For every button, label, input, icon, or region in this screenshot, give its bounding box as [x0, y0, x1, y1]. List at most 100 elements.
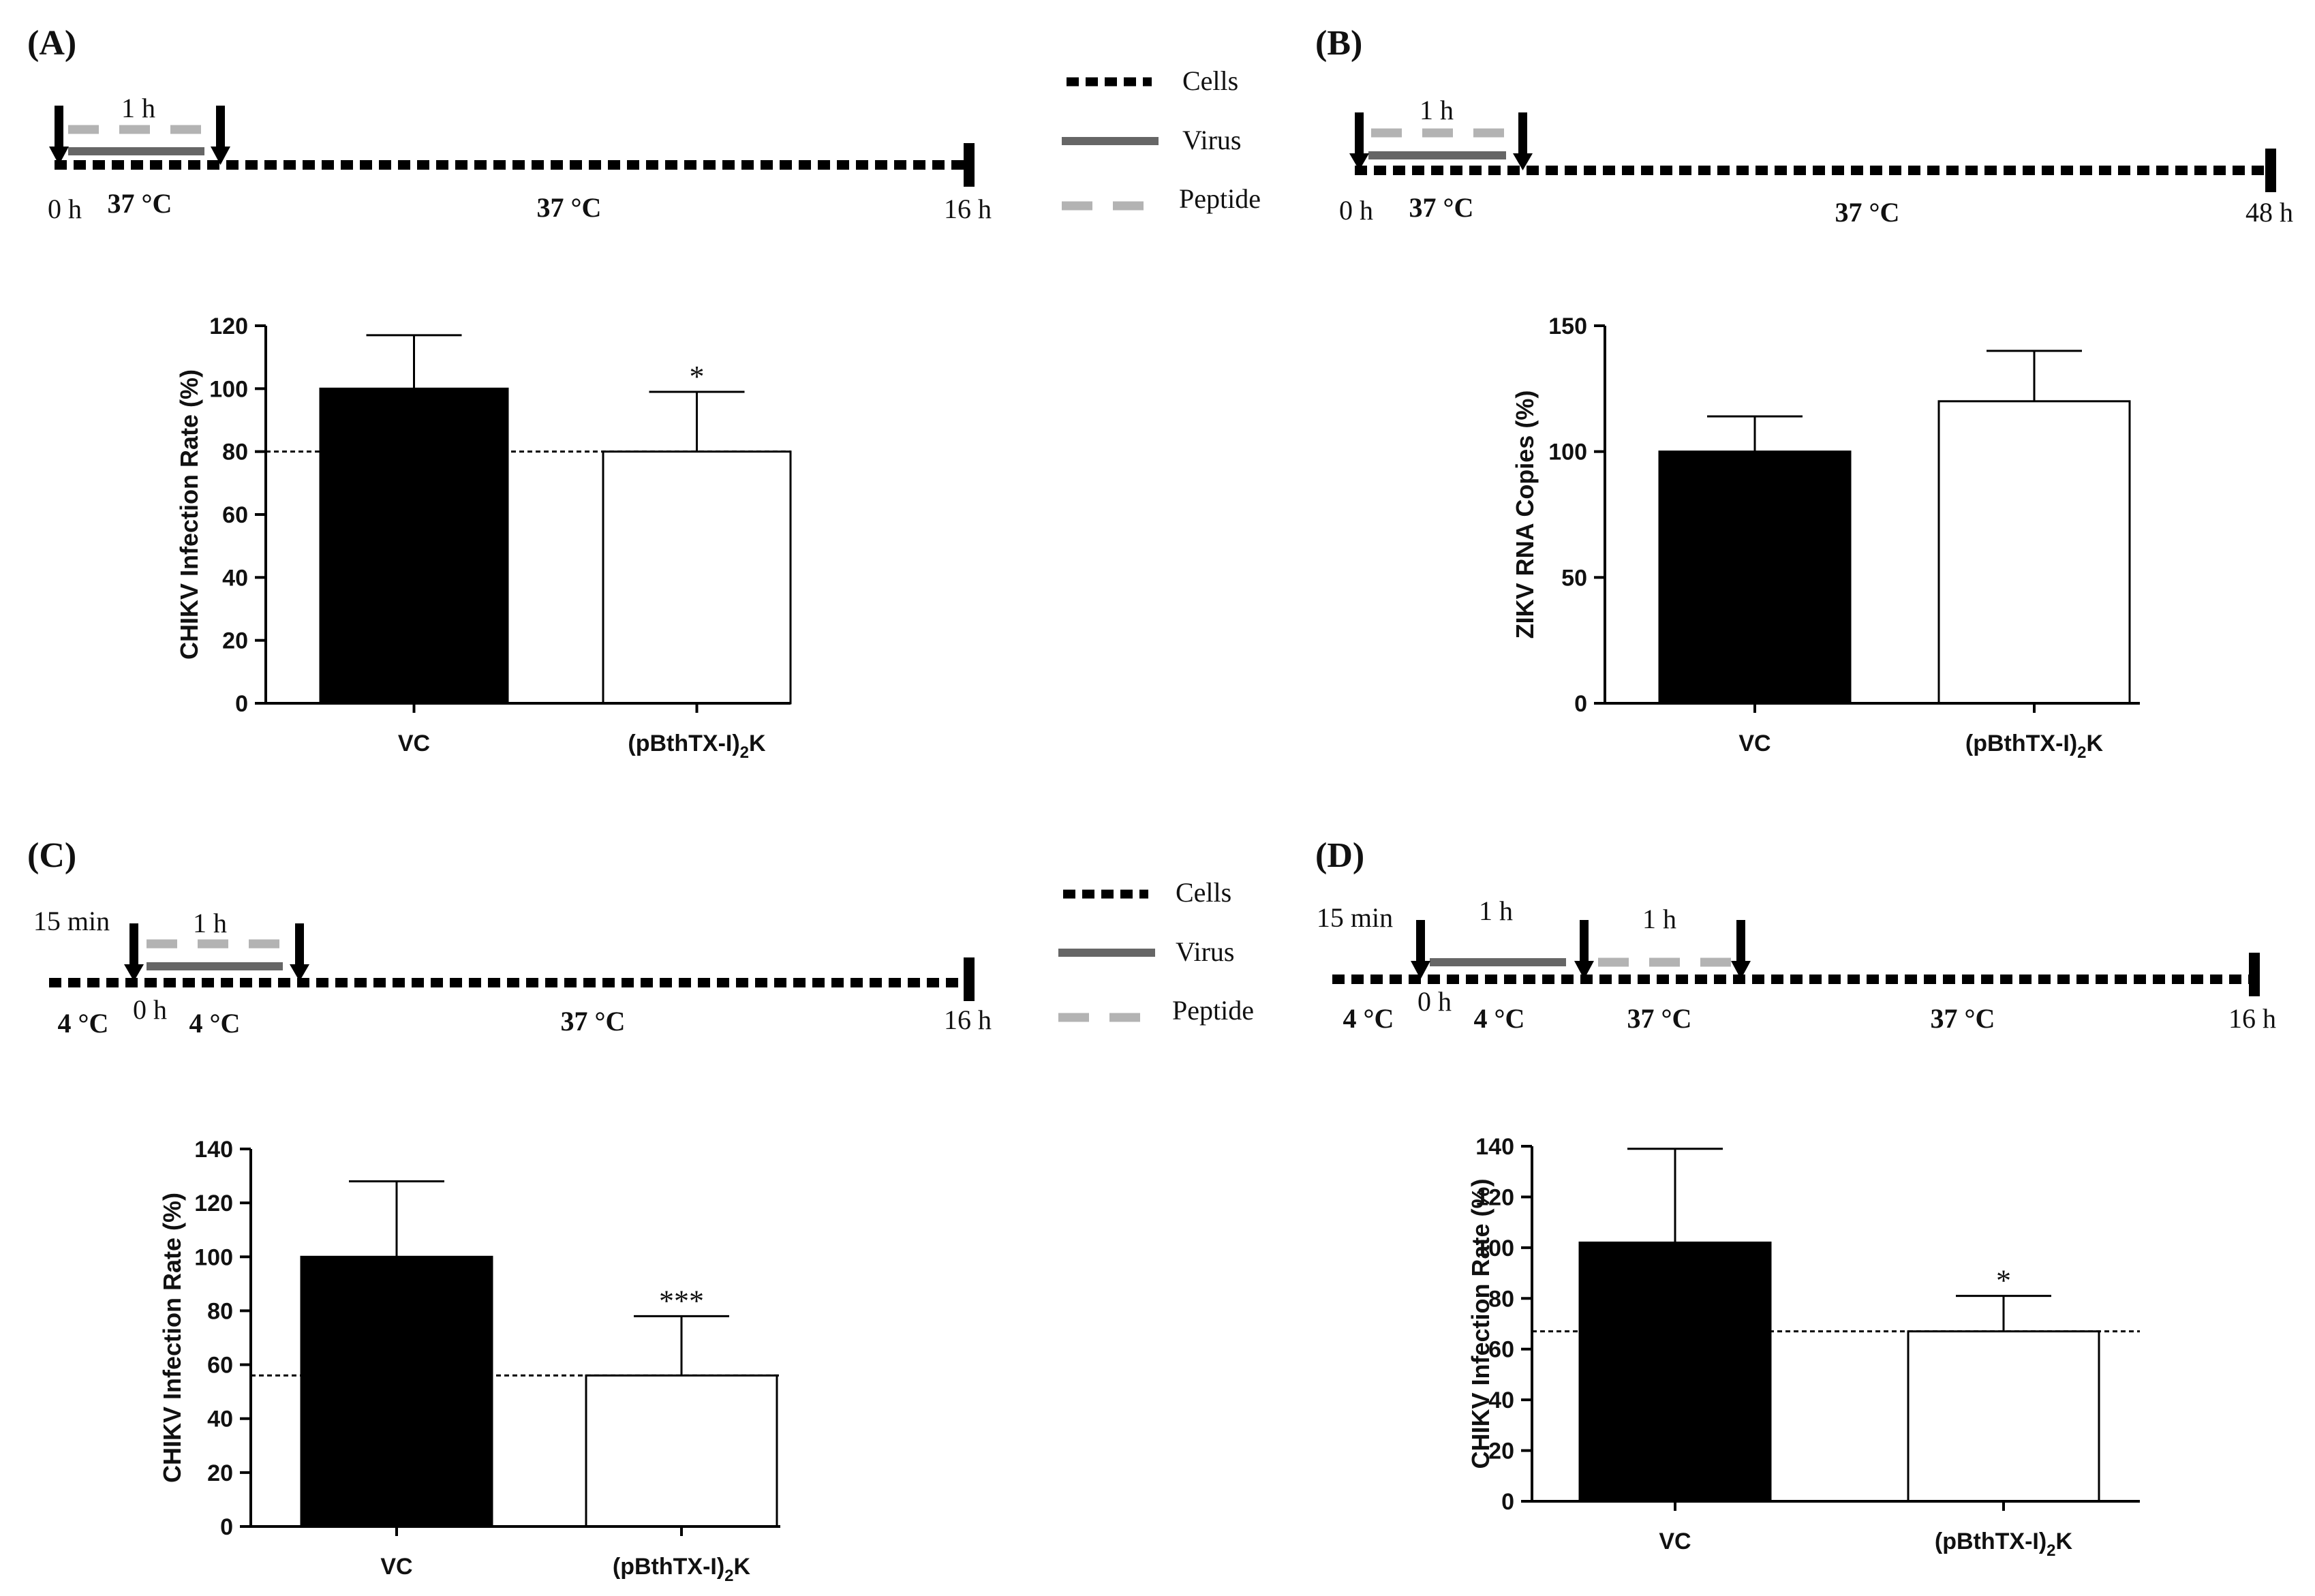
start-temp-label: 37 °C	[1409, 192, 1474, 223]
bar	[1937, 400, 2131, 705]
pre-temp-label: 4 °C	[1343, 1003, 1394, 1034]
end-marker	[2249, 953, 2260, 996]
arrow-down-icon	[1731, 920, 1751, 979]
y-tick-label: 20	[207, 1460, 233, 1486]
legend-peptide-label: Peptide	[1172, 995, 1254, 1026]
significance-marker: *	[1996, 1264, 2011, 1298]
y-tick-label: 80	[222, 440, 248, 465]
significance-marker: ***	[659, 1284, 704, 1317]
y-tick-label: 150	[1548, 313, 1587, 339]
end-time-label: 16 h	[944, 194, 992, 224]
y-tick-label: 120	[209, 313, 248, 339]
y-tick-label: 100	[209, 376, 248, 402]
y-tick-label: 100	[1548, 440, 1587, 465]
mid-temp-label: 37 °C	[561, 1006, 626, 1037]
arrow-down-icon	[1513, 112, 1533, 170]
bar	[1907, 1330, 2100, 1503]
start-time-label: 0 h	[133, 994, 167, 1025]
legend-cells-label: Cells	[1182, 65, 1238, 96]
bar-chart-a: VC * (pBthTX-I)2K 0 20 40 60 80 100 120 CHIKV Infe…	[175, 313, 792, 762]
pre-incubation-label: 15 min	[1317, 902, 1393, 933]
y-tick-label: 50	[1561, 565, 1587, 591]
y-tick-label: 0	[235, 691, 248, 717]
panel-label-a: (A)	[27, 24, 76, 63]
legend-virus-label: Virus	[1182, 125, 1241, 155]
timeline-a: 1 h 0 h 37 °C 37 °C 16 h	[48, 93, 992, 224]
y-tick-label: 0	[1501, 1489, 1514, 1515]
bar-chart-c: VC *** (pBthTX-I)2K 0 20 40 60 80 100 120 140 CHIKV…	[158, 1137, 780, 1585]
panel-label-c: (C)	[27, 836, 76, 875]
start-temp-label: 4 °C	[189, 1008, 241, 1039]
y-tick-label: 60	[222, 502, 248, 528]
y-tick-label: 140	[1475, 1134, 1514, 1160]
mid-temp-label: 37 °C	[1835, 197, 1900, 228]
y-tick-label: 60	[1488, 1337, 1514, 1363]
duration-label: 1 h	[1420, 95, 1454, 125]
legend-peptide-label: Peptide	[1179, 183, 1261, 214]
bar	[602, 450, 792, 705]
legend-cells-label: Cells	[1176, 877, 1231, 908]
y-axis-label: CHIKV Infection Rate (%)	[175, 369, 203, 660]
arrow-down-icon	[211, 106, 230, 165]
significance-marker: *	[690, 360, 705, 393]
y-axis-label: CHIKV Infection Rate (%)	[158, 1193, 186, 1483]
start-time-label: 0 h	[1417, 986, 1452, 1017]
pre-incubation-label: 15 min	[33, 906, 110, 936]
y-tick-label: 0	[1574, 691, 1587, 717]
bar	[1578, 1241, 1772, 1503]
bar-chart-b: VC (pBthTX-I)2K 0 50 100 150 ZIKV RNA Copies (…	[1511, 313, 2140, 762]
timeline-d: 15 min 1 h 1 h 4 °C 0 h 4 °C 37 °C 37 °C…	[1317, 895, 2276, 1034]
timeline-c: 15 min 1 h 4 °C 0 h 4 °C 37 °C 16 h	[33, 906, 992, 1039]
y-tick-label: 80	[207, 1298, 233, 1324]
panel-label-d: (D)	[1315, 836, 1364, 875]
timeline-b: 1 h 0 h 37 °C 37 °C 48 h	[1339, 95, 2293, 228]
y-axis-label: CHIKV Infection Rate (%)	[1467, 1178, 1494, 1469]
y-tick-label: 120	[194, 1191, 233, 1216]
end-marker	[964, 957, 975, 1001]
y-tick-label: 60	[207, 1353, 233, 1379]
y-tick-label: 20	[222, 628, 248, 654]
y-axis-label: ZIKV RNA Copies (%)	[1511, 390, 1539, 639]
arrow-down-icon	[49, 106, 69, 165]
mid-temp-label: 37 °C	[537, 192, 602, 223]
y-tick-label: 100	[1475, 1236, 1514, 1261]
category-label: VC	[398, 731, 430, 756]
arrow-down-icon	[1574, 920, 1594, 979]
arrow-down-icon	[1411, 920, 1430, 979]
step2-temp-label: 37 °C	[1627, 1003, 1692, 1034]
end-marker	[964, 143, 975, 187]
arrow-down-icon	[290, 923, 309, 981]
panel-label-b: (B)	[1315, 24, 1362, 63]
duration-label-peptide: 1 h	[1642, 904, 1676, 934]
duration-label-virus: 1 h	[1479, 895, 1513, 926]
mid-temp-label: 37 °C	[1931, 1003, 1995, 1034]
category-label: (pBthTX-I)2K	[1935, 1529, 2073, 1560]
category-label: VC	[1738, 731, 1770, 756]
duration-label: 1 h	[193, 908, 227, 938]
bar	[319, 387, 509, 705]
bar-chart-d: VC * (pBthTX-I)2K 0 20 40 60 80 100 120 140 CHIKV I…	[1467, 1134, 2140, 1560]
category-label: (pBthTX-I)2K	[1965, 731, 2104, 762]
y-tick-label: 140	[194, 1137, 233, 1163]
pre-temp-label: 4 °C	[58, 1008, 109, 1039]
y-tick-label: 40	[222, 565, 248, 591]
bar	[585, 1374, 778, 1528]
category-label: VC	[1659, 1529, 1691, 1554]
legend-virus-label: Virus	[1176, 936, 1234, 967]
bar	[300, 1255, 493, 1528]
y-tick-label: 20	[1488, 1439, 1514, 1464]
end-time-label: 16 h	[2228, 1003, 2276, 1034]
bar	[1658, 450, 1852, 705]
end-time-label: 48 h	[2245, 197, 2293, 228]
y-tick-label: 40	[1488, 1387, 1514, 1413]
start-temp-label: 37 °C	[108, 188, 172, 219]
start-temp-label: 4 °C	[1474, 1003, 1525, 1034]
duration-label: 1 h	[121, 93, 155, 123]
y-tick-label: 80	[1488, 1286, 1514, 1312]
category-label: (pBthTX-I)2K	[628, 731, 766, 762]
category-label: VC	[380, 1554, 412, 1580]
y-tick-label: 0	[220, 1514, 233, 1540]
arrow-down-icon	[124, 923, 144, 981]
arrow-down-icon	[1349, 112, 1369, 170]
